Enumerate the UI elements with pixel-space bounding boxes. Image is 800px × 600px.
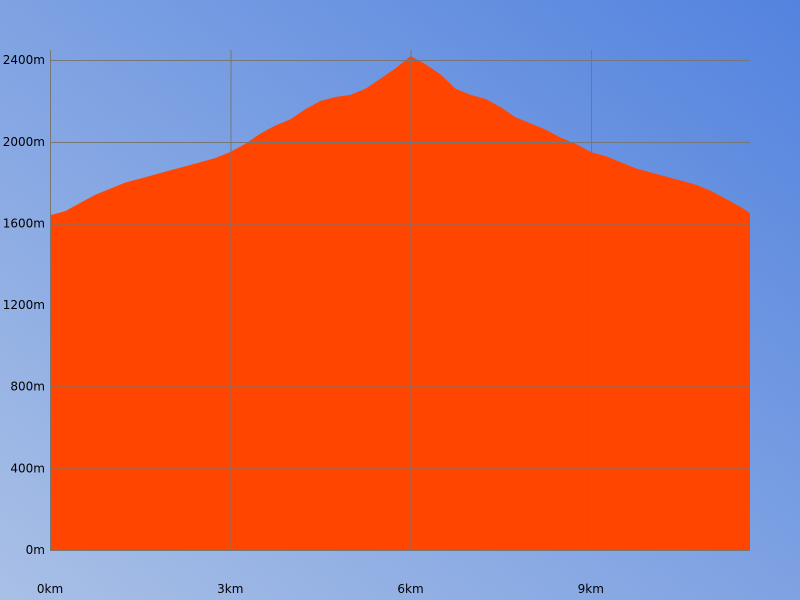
y-tick-label: 2000m — [3, 135, 45, 149]
y-tick-label: 1200m — [3, 298, 45, 312]
x-tick-label: 6km — [397, 582, 423, 596]
y-tick-label: 2400m — [3, 53, 45, 67]
x-tick-label: 9km — [578, 582, 604, 596]
y-tick-label: 400m — [10, 461, 45, 475]
x-axis-tick-labels: 0km 3km 6km 9km — [37, 582, 604, 596]
grid-layer — [50, 50, 750, 551]
x-tick-label: 0km — [37, 582, 63, 596]
y-axis-tick-labels: 0m 400m 800m 1200m 1600m 2000m 2400m — [3, 53, 45, 557]
y-tick-label: 1600m — [3, 216, 45, 230]
area-layer — [50, 56, 750, 551]
y-tick-label: 800m — [10, 380, 45, 394]
y-tick-label: 0m — [26, 543, 45, 557]
x-tick-label: 3km — [217, 582, 243, 596]
elevation-area — [50, 56, 750, 551]
